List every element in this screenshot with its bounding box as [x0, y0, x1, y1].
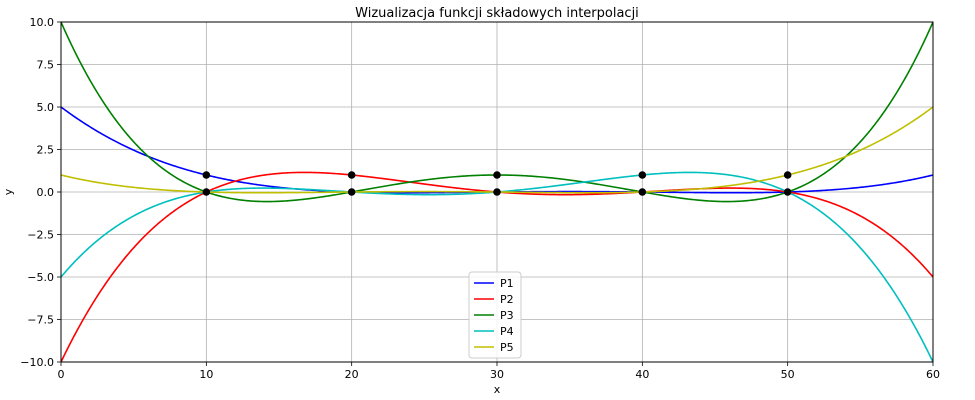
- x-axis-label: x: [494, 383, 501, 396]
- legend-entry-p2: P2: [500, 293, 514, 306]
- legend-entry-p4: P4: [500, 325, 514, 338]
- chart-title: Wizualizacja funkcji składowych interpol…: [355, 6, 639, 21]
- legend-entry-p1: P1: [500, 277, 514, 290]
- legend-entry-p3: P3: [500, 309, 514, 322]
- y-tick-label: 5.0: [37, 101, 55, 114]
- node-point-1: [347, 171, 356, 179]
- node-point-6: [347, 188, 356, 196]
- x-tick-label: 40: [635, 368, 649, 381]
- node-point-2: [493, 171, 501, 179]
- legend: P1 P2 P3 P4 P5: [468, 271, 522, 359]
- y-tick-label: −7.5: [27, 314, 54, 327]
- node-point-4: [783, 171, 792, 179]
- node-point-8: [638, 188, 647, 196]
- node-point-7: [493, 188, 501, 196]
- node-point-5: [202, 188, 211, 196]
- legend-entry-p5: P5: [500, 341, 514, 354]
- node-point-0: [202, 171, 211, 179]
- y-tick-label: 2.5: [37, 144, 55, 157]
- y-tick-label: −5.0: [27, 271, 54, 284]
- x-tick-label: 0: [58, 368, 65, 381]
- y-tick-label: 0.0: [37, 186, 55, 199]
- x-tick-label: 10: [199, 368, 213, 381]
- y-tick-label: 10.0: [30, 16, 55, 29]
- x-tick-label: 30: [490, 368, 504, 381]
- y-tick-label: −10.0: [20, 356, 54, 369]
- axis-ticks: 0 10 20 30 40 50 60 −10.0 −7.5 −5.0 −2.5 0.0 2.5 5.0 7…: [20, 16, 940, 381]
- node-point-3: [638, 171, 647, 179]
- x-tick-label: 50: [781, 368, 795, 381]
- y-axis-label: y: [2, 188, 15, 195]
- x-tick-label: 60: [926, 368, 940, 381]
- y-tick-label: 7.5: [37, 59, 55, 72]
- node-points: [202, 171, 792, 196]
- x-tick-label: 20: [345, 368, 359, 381]
- legend-box: [468, 271, 522, 359]
- node-point-9: [783, 188, 792, 196]
- y-tick-label: −2.5: [27, 229, 54, 242]
